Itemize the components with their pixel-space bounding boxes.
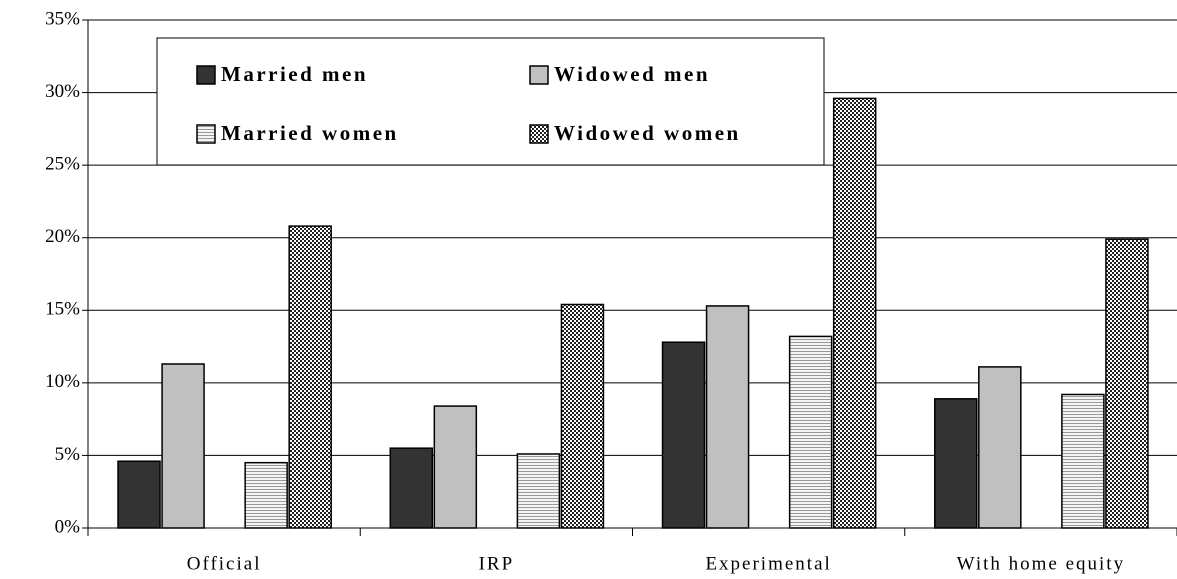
y-tick-label: 0% xyxy=(55,516,81,537)
legend-swatch xyxy=(196,65,216,85)
x-tick-label: With home equity xyxy=(957,553,1125,574)
bar xyxy=(117,460,161,529)
y-tick-label: 5% xyxy=(55,444,81,465)
bar xyxy=(705,305,750,529)
y-tick-label: 30% xyxy=(45,81,80,102)
bar xyxy=(934,398,978,529)
x-tick-label: IRP xyxy=(479,553,515,574)
y-tick-label: 25% xyxy=(45,154,80,175)
bar xyxy=(244,461,288,529)
bar xyxy=(516,453,561,529)
bar xyxy=(389,447,434,529)
bar xyxy=(433,405,478,529)
bar xyxy=(788,335,833,529)
y-tick-label: 10% xyxy=(45,371,80,392)
legend-label: Married women xyxy=(221,121,399,145)
legend-label: Married men xyxy=(221,62,368,86)
legend-swatch xyxy=(529,65,549,85)
bar xyxy=(1061,393,1105,529)
legend-box xyxy=(156,37,825,166)
y-tick-label: 15% xyxy=(45,299,80,320)
x-tick-label: Experimental xyxy=(705,553,831,574)
x-tick-label: Official xyxy=(187,553,262,574)
bar xyxy=(161,363,205,529)
legend-swatch xyxy=(196,124,216,144)
bar xyxy=(832,97,877,529)
legend-swatch xyxy=(529,124,549,144)
bar xyxy=(661,341,706,529)
legend-label: Widowed men xyxy=(554,62,710,86)
bar xyxy=(560,303,605,529)
y-tick-label: 35% xyxy=(45,8,80,29)
y-tick-label: 20% xyxy=(45,226,80,247)
bar xyxy=(288,225,332,529)
legend-label: Widowed women xyxy=(554,121,741,145)
bar xyxy=(1105,238,1149,529)
bar xyxy=(978,366,1022,529)
